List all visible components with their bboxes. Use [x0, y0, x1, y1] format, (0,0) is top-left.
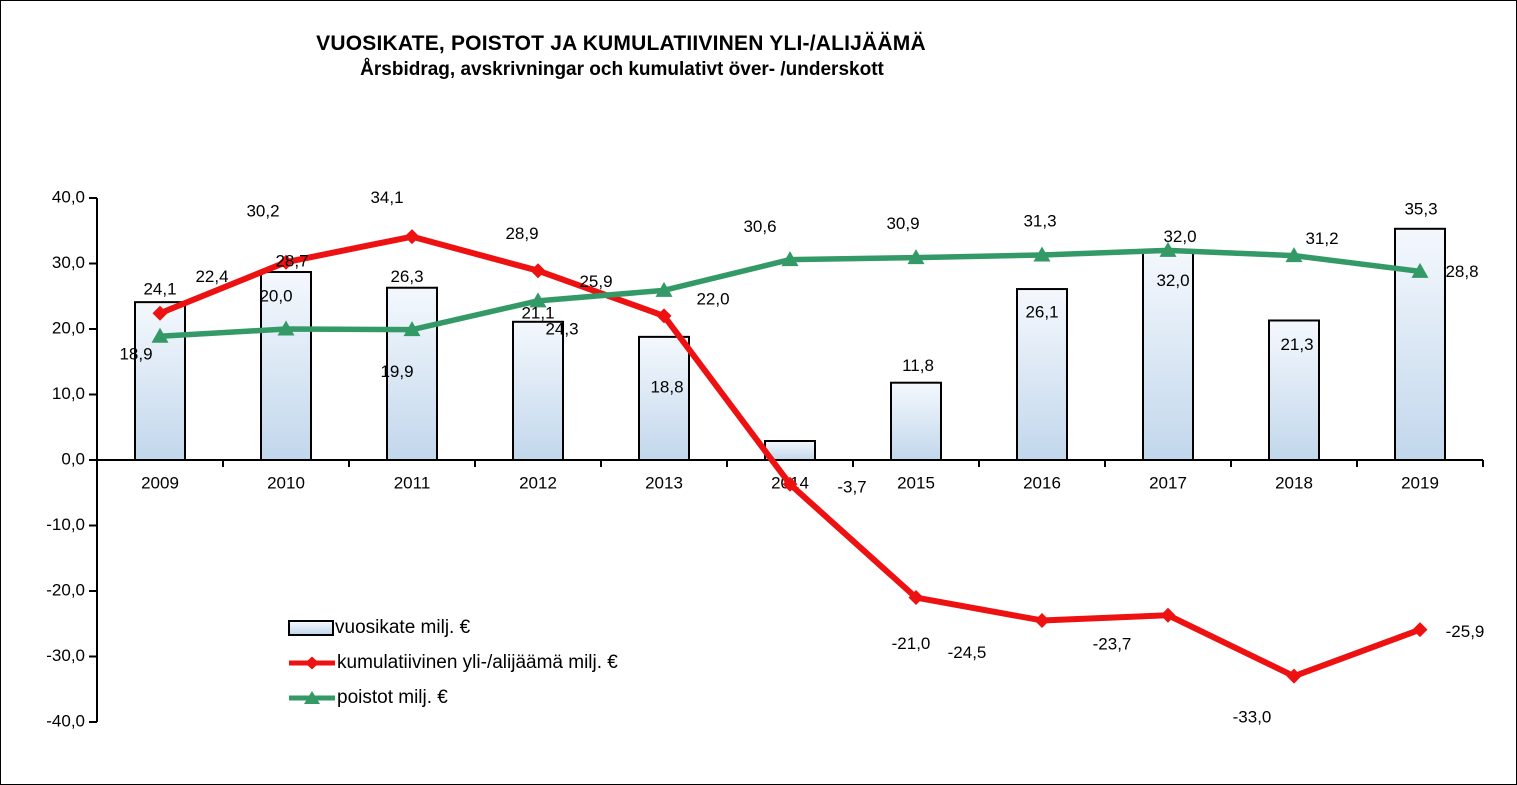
- triangle-marker: [151, 327, 169, 343]
- bar-2018: [1268, 319, 1320, 461]
- y-axis-tick-label: -10,0: [46, 515, 85, 534]
- poistot-value-label: 20,0: [259, 286, 292, 305]
- diamond-marker: [278, 254, 294, 270]
- cumulative-value-label: -33,0: [1233, 708, 1272, 727]
- y-axis-tick-label: -40,0: [46, 711, 85, 730]
- cumulative-value-label: 22,0: [696, 289, 729, 308]
- legend-label-poistot: poistot milj. €: [337, 687, 448, 708]
- legend-item-kumulatiivinen: kumulatiivinen yli-/alijäämä milj. €: [288, 651, 618, 675]
- x-axis-category-label: 2011: [394, 473, 431, 492]
- triangle-marker: [781, 251, 799, 267]
- poistot-value-label: 30,9: [886, 214, 919, 233]
- diamond-marker-icon: [305, 656, 319, 670]
- legend-label-kumulatiivinen: kumulatiivinen yli-/alijäämä milj. €: [337, 652, 618, 673]
- triangle-marker: [1159, 241, 1177, 257]
- diamond-marker: [908, 590, 924, 606]
- diamond-marker: [1286, 668, 1302, 684]
- bar-2016: [1016, 288, 1068, 462]
- x-axis-category-label: 2019: [1401, 473, 1439, 492]
- cumulative-value-label: 34,1: [370, 188, 403, 207]
- poistot-value-label: 28,8: [1445, 262, 1478, 281]
- x-axis-category-label: 2017: [1149, 473, 1187, 492]
- bar-2015: [890, 381, 942, 461]
- diamond-marker: [530, 263, 546, 279]
- bar-value-label: 28,7: [275, 251, 308, 270]
- y-axis-tick-label: -20,0: [46, 580, 85, 599]
- triangle-marker: [1285, 247, 1303, 263]
- cumulative-value-label: 22,4: [195, 267, 228, 286]
- triangle-marker: [529, 292, 547, 308]
- triangle-marker: [403, 321, 421, 337]
- bar-2012: [512, 320, 564, 462]
- triangle-marker: [907, 249, 925, 265]
- poistot-value-label: 25,9: [579, 272, 612, 291]
- y-axis-tick-label: 30,0: [52, 253, 85, 272]
- poistot-value-label: 24,3: [545, 319, 578, 338]
- legend-label-vuosikate: vuosikate milj. €: [335, 617, 471, 638]
- bar-value-label: 21,1: [521, 303, 554, 322]
- diamond-marker: [1412, 622, 1428, 638]
- poistot-value-label: 32,0: [1163, 227, 1196, 246]
- y-axis-tick-label: 10,0: [52, 384, 85, 403]
- y-axis-tick-label: -30,0: [46, 646, 85, 665]
- bar-2011: [386, 286, 438, 461]
- y-axis-tick-label: 0,0: [61, 449, 85, 468]
- diamond-marker: [656, 308, 672, 324]
- poistot-value-label: 18,9: [119, 345, 152, 364]
- diamond-marker: [152, 305, 168, 321]
- diamond-marker: [404, 229, 420, 245]
- cumulative-value-label: -3,7: [837, 478, 866, 497]
- poistot-value-label: 30,6: [743, 217, 776, 236]
- legend: vuosikate milj. € kumulatiivinen yli-/al…: [288, 616, 618, 721]
- x-axis-category-label: 2015: [897, 473, 935, 492]
- cumulative-value-label: -23,7: [1093, 635, 1132, 654]
- bar-value-label: 32,0: [1156, 271, 1189, 290]
- bar-value-label: 11,8: [902, 356, 934, 375]
- bar-value-label: 35,3: [1404, 199, 1437, 218]
- chart-subtitle: Årsbidrag, avskrivningar och kumulativt …: [360, 59, 884, 80]
- x-axis-category-label: 2013: [645, 473, 683, 492]
- bar-value-label: 26,1: [1025, 303, 1058, 322]
- bar-value-label: 24,1: [143, 280, 176, 299]
- diamond-marker: [1034, 612, 1050, 628]
- x-axis-category-label: 2012: [519, 473, 557, 492]
- triangle-marker: [1033, 246, 1051, 262]
- y-axis-tick-label: 20,0: [52, 318, 85, 337]
- poistot-value-label: 31,2: [1305, 229, 1338, 248]
- y-axis-tick-label: 40,0: [52, 187, 85, 206]
- triangle-marker: [277, 320, 295, 336]
- cumulative-value-label: 30,2: [246, 202, 279, 221]
- legend-item-vuosikate: vuosikate milj. €: [288, 616, 618, 640]
- x-axis-category-label: 2010: [267, 473, 305, 492]
- triangle-marker: [1411, 262, 1429, 278]
- legend-swatch-green-line: [289, 691, 335, 704]
- chart-title: VUOSIKATE, POISTOT JA KUMULATIIVINEN YLI…: [316, 32, 926, 55]
- bar-2009: [134, 301, 186, 461]
- bar-2017: [1142, 249, 1194, 461]
- bar-value-label: 18,8: [650, 377, 683, 396]
- poistot-value-label: 19,9: [380, 362, 413, 381]
- cumulative-value-label: -21,0: [892, 634, 931, 653]
- poistot-value-label: 31,3: [1023, 211, 1056, 230]
- bar-2010: [260, 271, 312, 462]
- bar-value-label: 21,3: [1280, 335, 1313, 354]
- legend-swatch-bar: [288, 620, 334, 636]
- x-axis-category-label: 2018: [1275, 473, 1313, 492]
- diamond-marker: [782, 476, 798, 492]
- cumulative-value-label: -25,9: [1446, 622, 1485, 641]
- x-axis-category-label: 2016: [1023, 473, 1061, 492]
- bar-value-label: 26,3: [390, 267, 423, 286]
- triangle-marker: [655, 281, 673, 297]
- legend-item-poistot: poistot milj. €: [288, 686, 618, 710]
- cumulative-value-label: -24,5: [948, 643, 987, 662]
- diamond-marker: [1160, 607, 1176, 623]
- cumulative-value-label: 28,9: [505, 224, 538, 243]
- x-axis-category-label: 2009: [141, 473, 179, 492]
- legend-swatch-red-line: [289, 656, 335, 670]
- triangle-marker-icon: [304, 691, 320, 704]
- bar-2013: [638, 335, 690, 461]
